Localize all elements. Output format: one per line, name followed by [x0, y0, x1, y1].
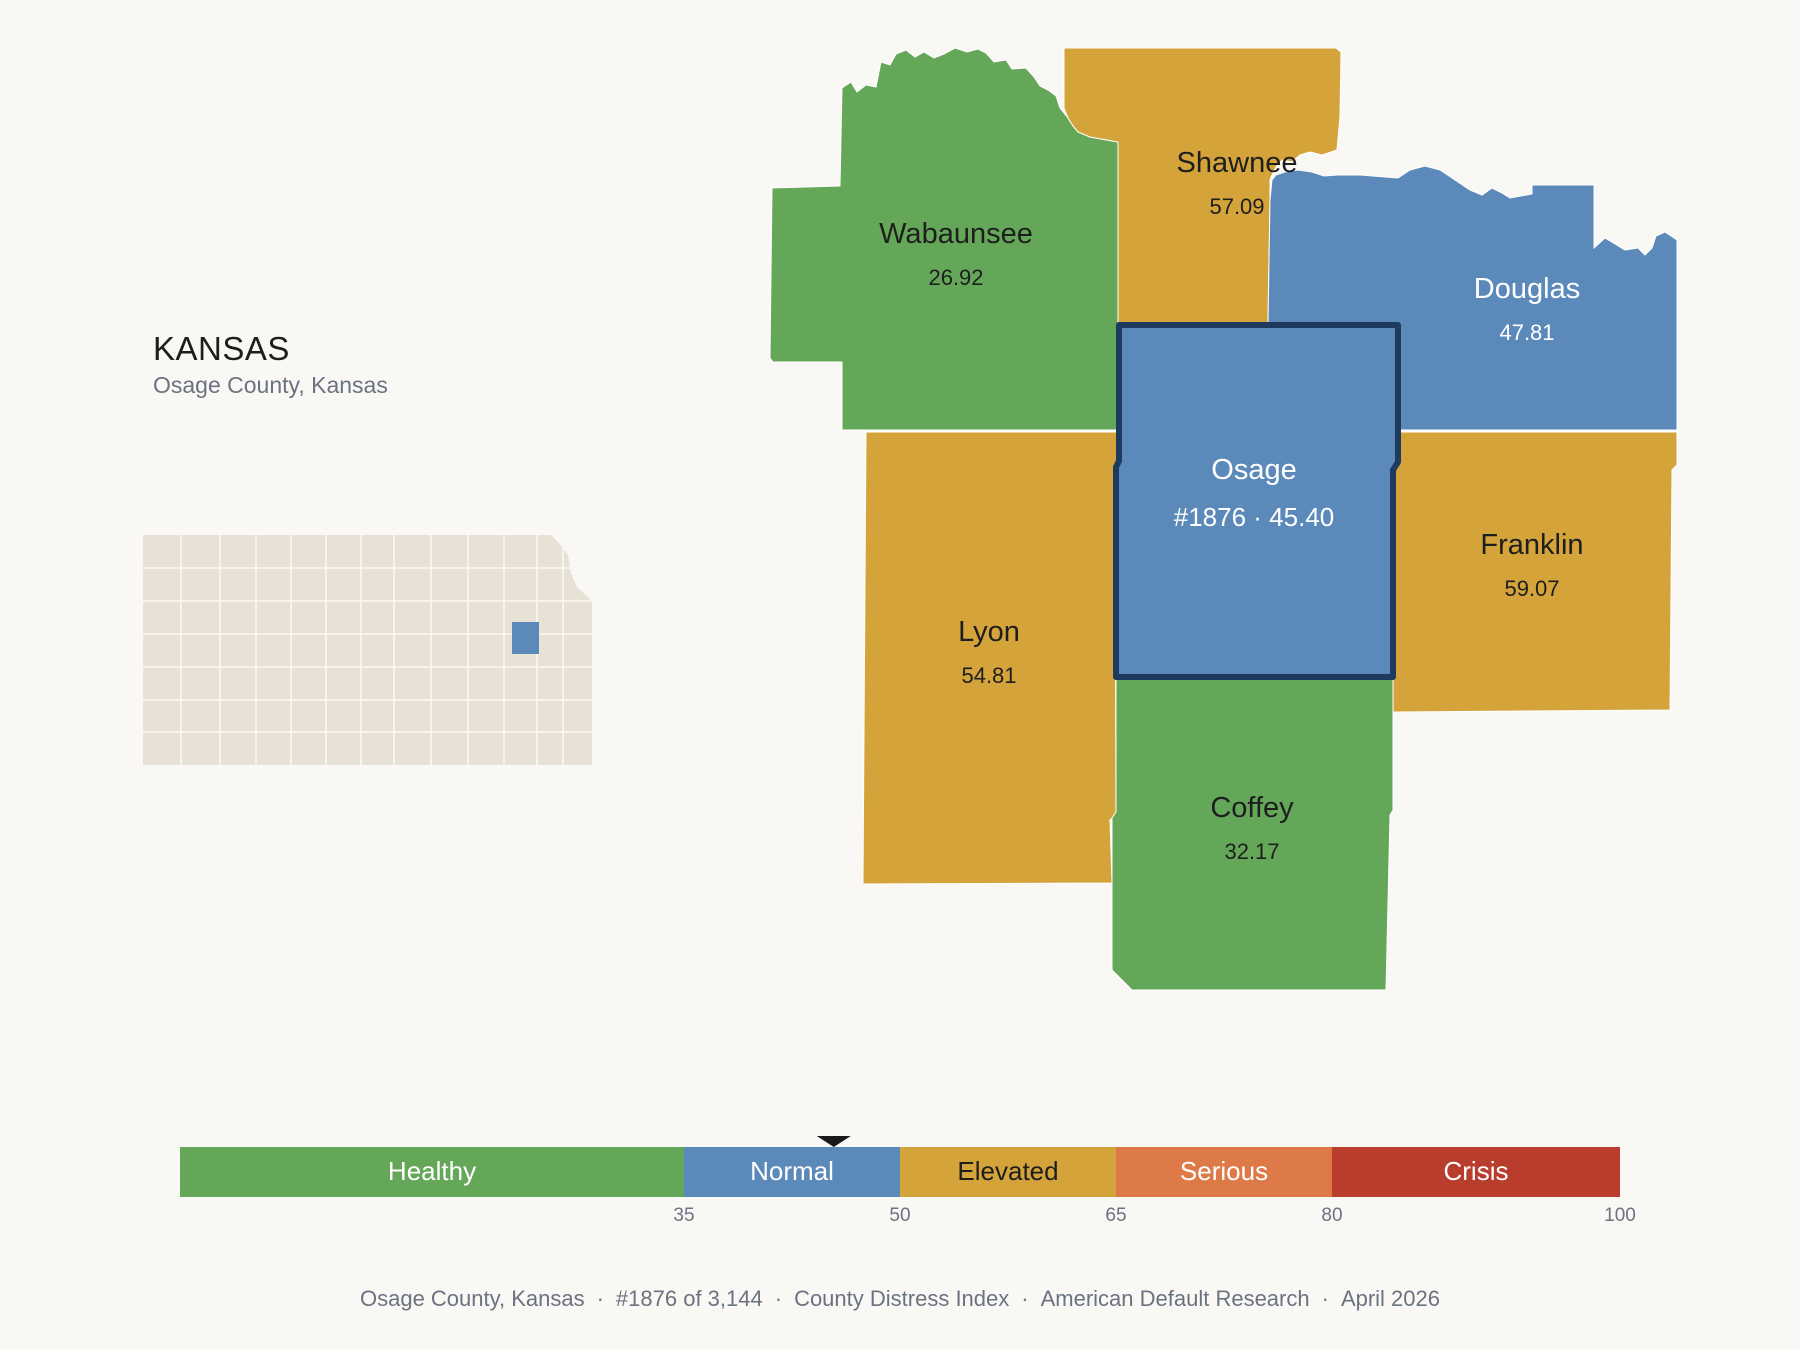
county-value-osage: #1876 · 45.40 — [1174, 502, 1334, 532]
legend-tick-65: 65 — [1105, 1205, 1126, 1226]
legend-label-healthy: Healthy — [388, 1156, 476, 1186]
county-value-franklin: 59.07 — [1504, 576, 1559, 601]
legend-tick-100: 100 — [1604, 1205, 1636, 1226]
county-value-coffey: 32.17 — [1224, 839, 1279, 864]
county-label-douglas: Douglas — [1474, 273, 1580, 305]
legend-band-healthy — [180, 1147, 684, 1197]
footer-county: Osage County, Kansas — [359, 1286, 585, 1311]
legend-label-elevated: Elevated — [957, 1156, 1058, 1186]
legend-band-elevated — [900, 1147, 1116, 1197]
county-label-coffey: Coffey — [1210, 792, 1294, 824]
county-wabaunsee[interactable] — [769, 47, 1119, 431]
legend-tick-80: 80 — [1321, 1205, 1342, 1226]
county-label-franklin: Franklin — [1480, 529, 1583, 561]
county-value-shawnee: 57.09 — [1209, 194, 1264, 219]
county-label-osage: Osage — [1211, 454, 1296, 486]
county-osage[interactable] — [1113, 322, 1401, 680]
county-value-lyon: 54.81 — [961, 663, 1016, 688]
county-value-douglas: 47.81 — [1499, 320, 1554, 345]
legend-band-crisis — [1332, 1147, 1620, 1197]
footer-index: County Distress Index — [794, 1286, 1010, 1311]
county-value-wabaunsee: 26.92 — [928, 265, 983, 290]
current-value-marker-icon — [816, 1136, 851, 1147]
legend-tick-35: 35 — [673, 1205, 694, 1226]
locator-osage-highlight — [512, 622, 539, 654]
county-label-wabaunsee: Wabaunsee — [879, 218, 1033, 250]
county-label-shawnee: Shawnee — [1177, 147, 1298, 179]
legend-band-normal — [684, 1147, 900, 1197]
footer-rank: #1876 of 3,144 — [615, 1286, 763, 1311]
county-shawnee[interactable] — [1063, 47, 1342, 324]
footer-date: April 2026 — [1340, 1286, 1441, 1311]
footer: Osage County, Kansas · #1876 of 3,144 · Coun… — [359, 1286, 1441, 1311]
county-label-lyon: Lyon — [958, 616, 1020, 648]
distress-scale-legend: Healthy Normal Elevated Serious Crisis 35 50 6… — [180, 1136, 1636, 1226]
state-title: KANSAS — [153, 330, 290, 367]
title-block: KANSAS Osage County, Kansas — [153, 330, 388, 399]
footer-source: American Default Research — [1040, 1286, 1310, 1311]
regional-county-map: Wabaunsee 26.92 Shawnee 57.09 Douglas 47… — [769, 47, 1678, 991]
kansas-locator-map — [143, 535, 592, 765]
legend-label-serious: Serious — [1180, 1156, 1268, 1186]
county-douglas[interactable] — [1267, 165, 1678, 431]
legend-tick-50: 50 — [889, 1205, 910, 1226]
legend-label-crisis: Crisis — [1444, 1156, 1509, 1186]
legend-label-normal: Normal — [750, 1156, 834, 1186]
legend-band-serious — [1116, 1147, 1332, 1197]
state-subtitle: Osage County, Kansas — [153, 372, 388, 398]
county-coffey[interactable] — [1111, 676, 1394, 991]
